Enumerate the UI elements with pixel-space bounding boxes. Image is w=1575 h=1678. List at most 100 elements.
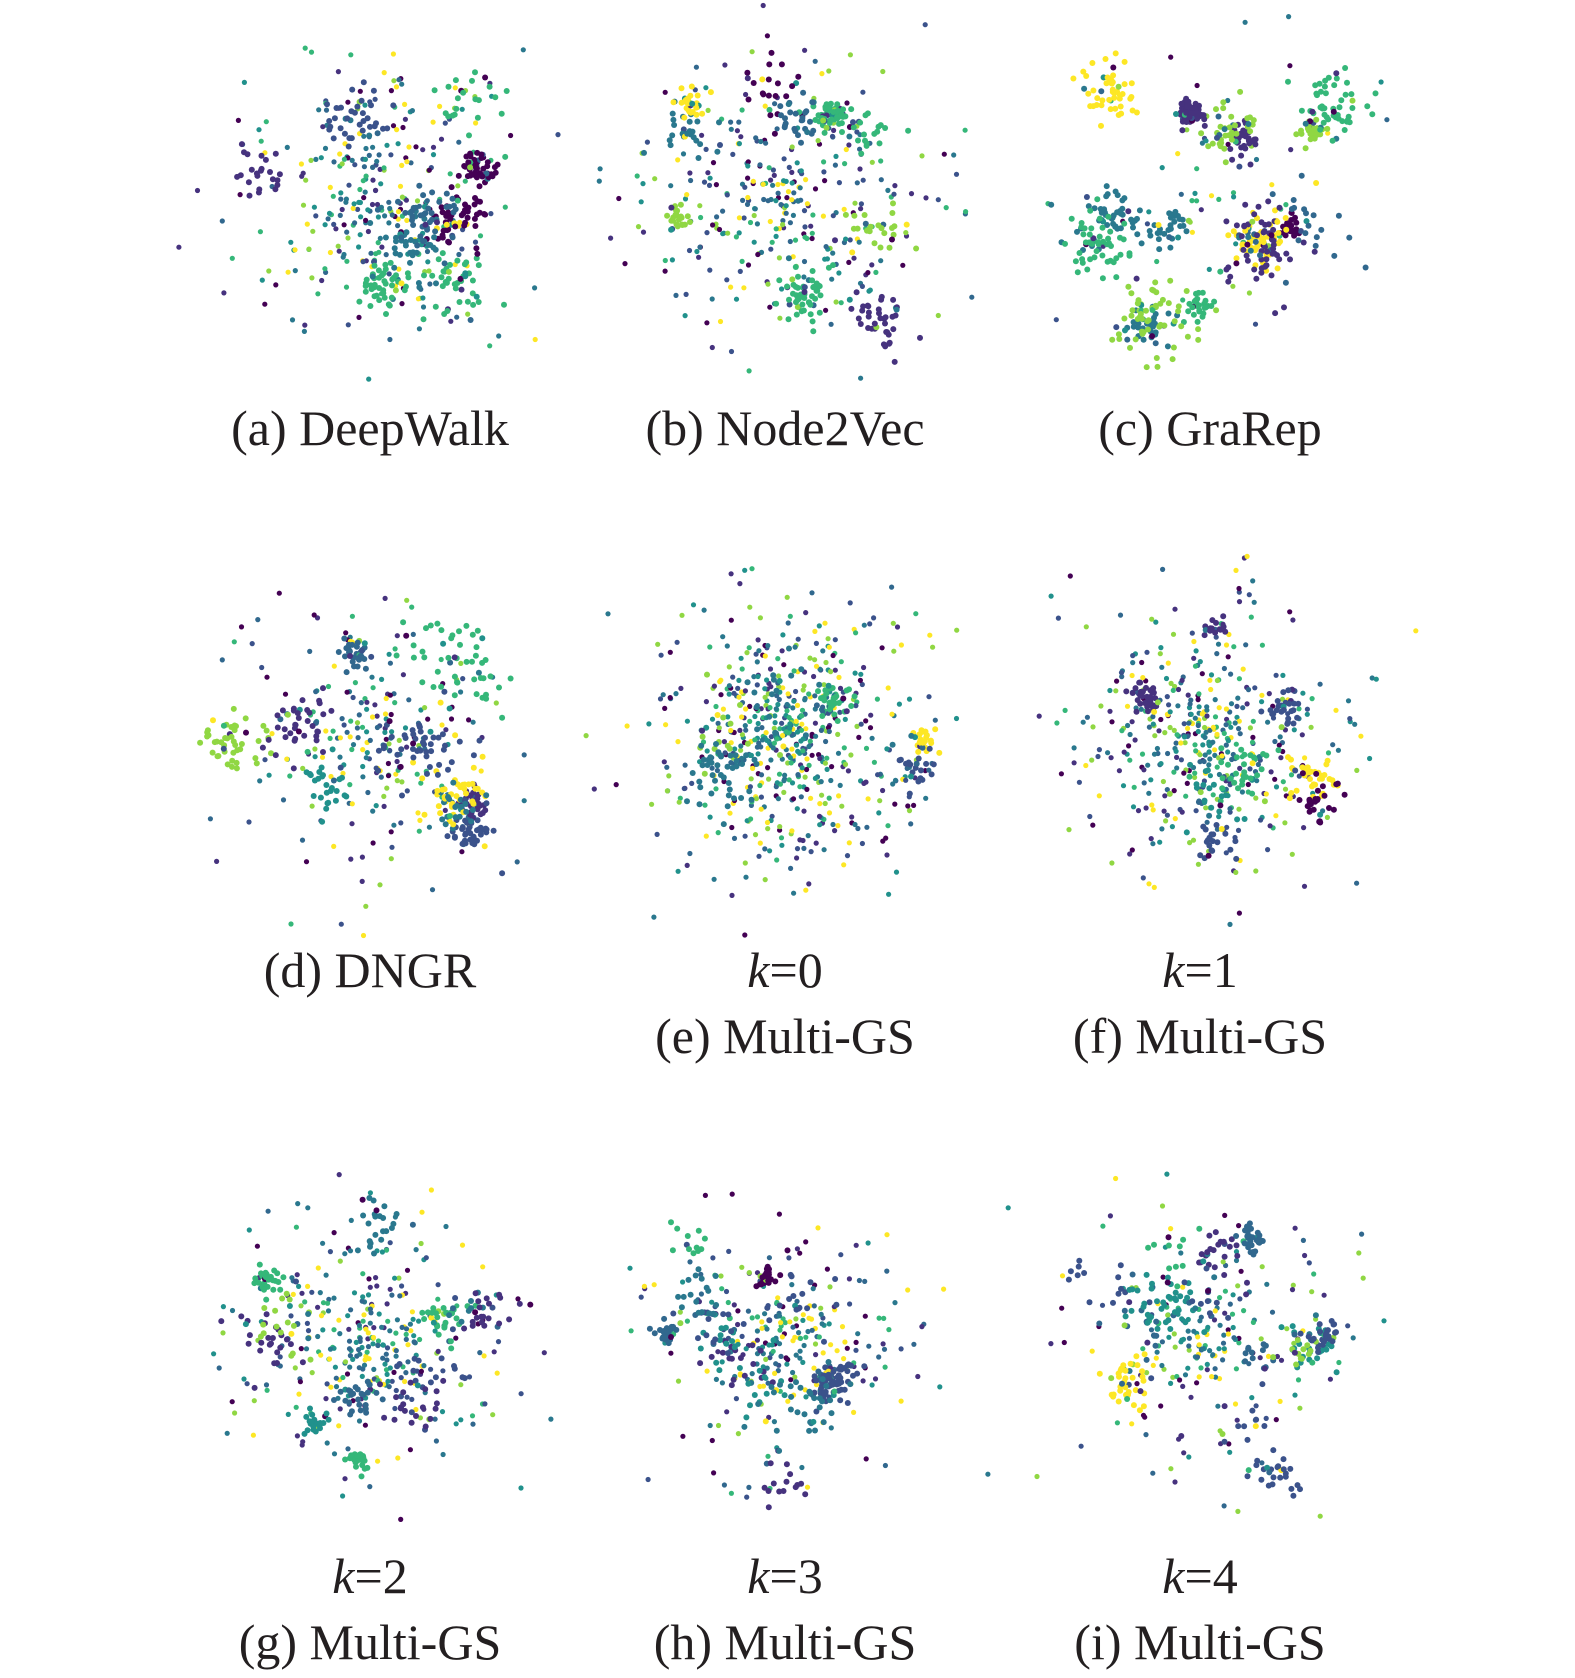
data-point	[456, 139, 462, 145]
data-point	[370, 1334, 377, 1341]
data-point	[477, 1350, 483, 1356]
data-point	[1236, 585, 1242, 592]
data-point	[847, 237, 853, 243]
data-point	[369, 674, 375, 680]
data-point	[1225, 738, 1231, 744]
data-point	[272, 186, 279, 193]
data-point	[383, 311, 389, 317]
data-point	[241, 79, 247, 85]
data-point	[1208, 303, 1215, 309]
data-point	[1228, 136, 1235, 143]
data-point	[345, 322, 351, 328]
data-point	[1288, 772, 1295, 778]
data-point	[403, 229, 410, 236]
data-point	[840, 695, 847, 702]
data-point	[454, 257, 461, 264]
data-point	[679, 612, 685, 618]
data-point	[481, 211, 488, 217]
data-point	[367, 220, 374, 226]
data-point	[1288, 790, 1295, 796]
data-point	[422, 734, 428, 741]
data-point	[773, 687, 780, 694]
data-point	[277, 1329, 284, 1336]
data-point	[829, 133, 836, 139]
data-point	[330, 193, 336, 199]
data-point	[1036, 713, 1042, 719]
data-point	[767, 1355, 773, 1361]
panel-d	[165, 540, 575, 940]
data-point	[320, 685, 326, 692]
data-point	[1192, 190, 1198, 196]
data-point	[1122, 327, 1128, 334]
data-point	[836, 180, 842, 186]
data-point	[383, 1247, 390, 1253]
data-point	[886, 891, 892, 897]
data-point	[1103, 193, 1110, 200]
data-point	[894, 624, 901, 630]
data-point	[891, 191, 897, 197]
point-group	[176, 45, 561, 382]
data-point	[812, 58, 818, 64]
data-point	[360, 763, 366, 770]
data-point	[768, 757, 774, 763]
data-point	[476, 737, 483, 744]
data-point	[1117, 208, 1124, 214]
data-point	[748, 816, 754, 822]
data-point	[1335, 212, 1342, 219]
data-point	[469, 77, 475, 84]
data-point	[732, 746, 738, 752]
data-point	[745, 96, 752, 103]
data-point	[1107, 687, 1113, 694]
data-point	[265, 1334, 272, 1341]
data-point	[518, 1485, 524, 1491]
data-point	[238, 141, 245, 148]
data-point	[309, 275, 315, 281]
data-point	[738, 747, 744, 753]
data-point	[453, 105, 460, 112]
data-point	[1277, 238, 1284, 245]
data-point	[935, 197, 941, 203]
data-point	[1107, 106, 1114, 113]
data-point	[419, 775, 426, 782]
data-point	[286, 1303, 293, 1309]
data-point	[820, 117, 827, 124]
data-point	[923, 734, 930, 741]
data-point	[1185, 725, 1191, 731]
data-point	[1251, 211, 1258, 218]
data-point	[1265, 719, 1271, 725]
data-point	[1249, 760, 1256, 767]
data-point	[786, 164, 792, 170]
data-point	[362, 102, 368, 108]
data-point	[818, 779, 824, 785]
data-point	[267, 169, 273, 175]
data-point	[773, 784, 779, 790]
data-point	[809, 752, 815, 758]
data-point	[1166, 790, 1173, 797]
data-point	[1119, 197, 1126, 204]
data-point	[463, 790, 469, 797]
data-point	[821, 169, 827, 175]
data-point	[699, 727, 706, 734]
data-point	[1098, 703, 1104, 709]
data-point	[1187, 701, 1193, 707]
data-point	[1197, 659, 1203, 665]
data-point	[1227, 146, 1234, 152]
data-point	[709, 1437, 715, 1444]
data-point	[337, 1388, 344, 1395]
data-point	[926, 767, 932, 773]
data-point	[456, 251, 462, 258]
data-point	[766, 1342, 772, 1348]
data-point	[429, 1309, 435, 1316]
data-point	[1089, 60, 1096, 66]
data-point	[1236, 726, 1242, 732]
data-point	[296, 1283, 302, 1289]
data-point	[809, 293, 815, 300]
data-point	[1166, 702, 1172, 708]
data-point	[1183, 829, 1190, 836]
data-point	[214, 858, 220, 864]
data-point	[386, 741, 392, 747]
data-point	[826, 810, 833, 816]
data-point	[795, 729, 801, 735]
data-point	[456, 813, 463, 820]
data-point	[269, 731, 275, 737]
